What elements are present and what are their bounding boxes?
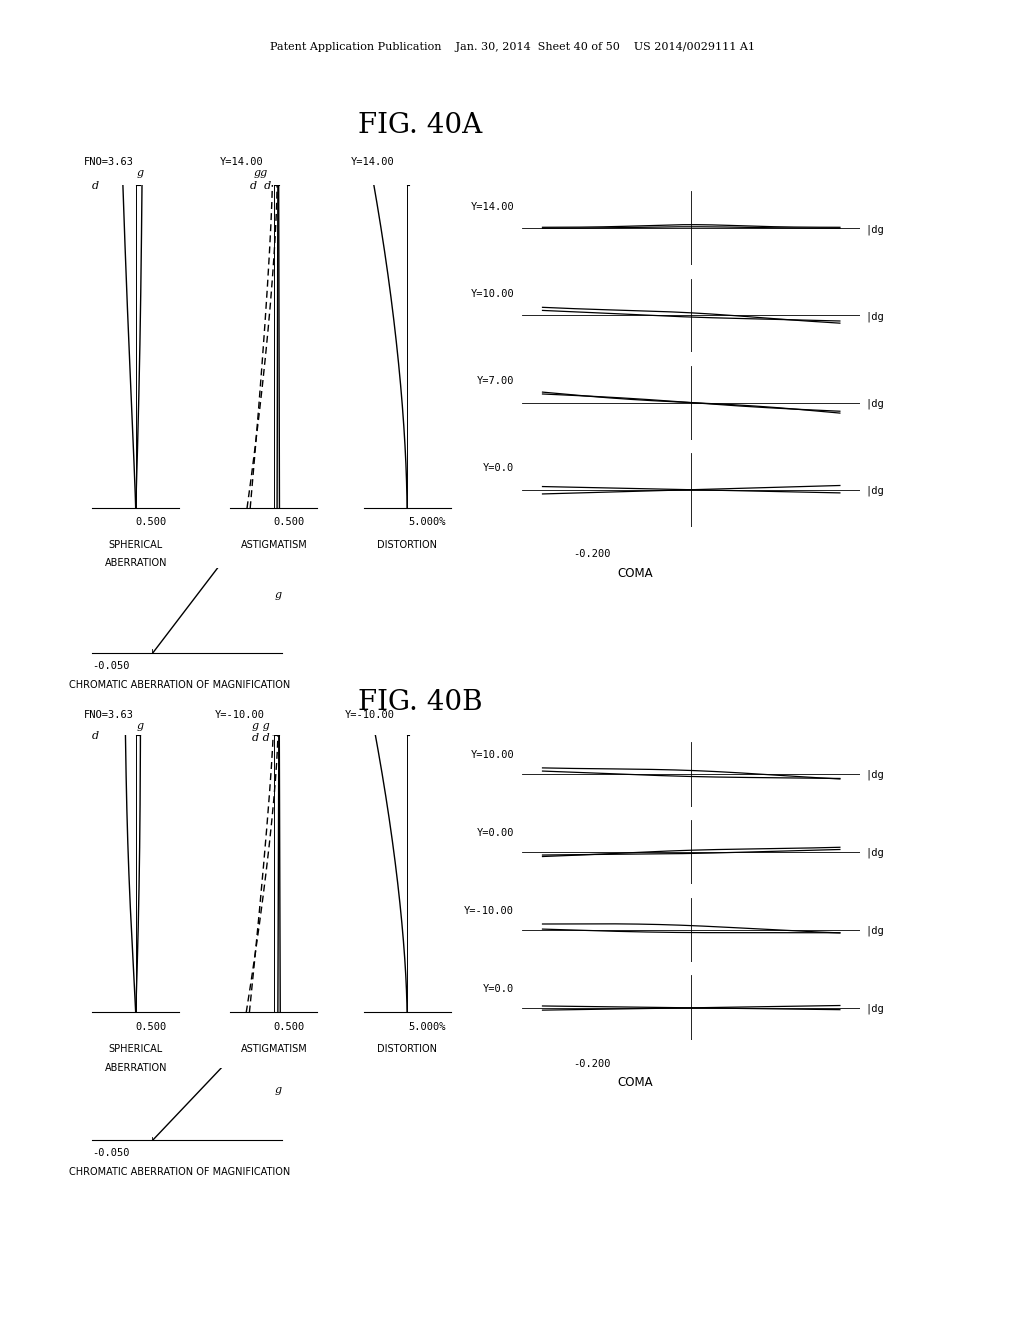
Text: |dg: |dg — [865, 847, 884, 858]
Text: COMA: COMA — [617, 1076, 652, 1089]
Text: FNO=3.63: FNO=3.63 — [84, 157, 134, 168]
Text: |dg: |dg — [865, 486, 884, 496]
Text: |dg: |dg — [865, 312, 884, 322]
Text: 0.500: 0.500 — [135, 1022, 166, 1032]
Text: ABERRATION: ABERRATION — [104, 558, 167, 569]
Text: d: d — [92, 181, 98, 191]
Text: ABERRATION: ABERRATION — [104, 1063, 167, 1073]
Text: |dg: |dg — [865, 399, 884, 409]
Text: |dg: |dg — [865, 925, 884, 936]
Text: d  d: d d — [250, 181, 271, 191]
Text: 0.500: 0.500 — [273, 1022, 304, 1032]
Text: -0.050: -0.050 — [92, 1148, 130, 1159]
Text: |dg: |dg — [865, 224, 884, 235]
Text: FIG. 40B: FIG. 40B — [357, 689, 482, 715]
Text: 5.000%: 5.000% — [409, 1022, 446, 1032]
Text: Y=-10.00: Y=-10.00 — [345, 710, 395, 721]
Text: SPHERICAL: SPHERICAL — [109, 1044, 163, 1055]
Text: 0.500: 0.500 — [273, 517, 304, 528]
Text: Y=14.00: Y=14.00 — [470, 202, 514, 213]
Text: FIG. 40A: FIG. 40A — [357, 112, 482, 139]
Text: 0.500: 0.500 — [135, 517, 166, 528]
Text: SPHERICAL: SPHERICAL — [109, 540, 163, 550]
Text: g: g — [136, 168, 143, 178]
Text: Patent Application Publication    Jan. 30, 2014  Sheet 40 of 50    US 2014/00291: Patent Application Publication Jan. 30, … — [269, 42, 755, 53]
Text: Y=0.00: Y=0.00 — [476, 828, 514, 838]
Text: FNO=3.63: FNO=3.63 — [84, 710, 134, 721]
Text: d: d — [92, 731, 98, 742]
Text: g: g — [274, 590, 282, 599]
Text: Y=0.0: Y=0.0 — [482, 983, 514, 994]
Text: Y=0.0: Y=0.0 — [482, 463, 514, 474]
Text: DISTORTION: DISTORTION — [377, 540, 437, 550]
Text: Y=7.00: Y=7.00 — [476, 376, 514, 387]
Text: DISTORTION: DISTORTION — [377, 1044, 437, 1055]
Text: -0.200: -0.200 — [573, 549, 610, 560]
Text: CHROMATIC ABERRATION OF MAGNIFICATION: CHROMATIC ABERRATION OF MAGNIFICATION — [69, 680, 290, 690]
Text: ASTIGMATISM: ASTIGMATISM — [241, 1044, 307, 1055]
Text: Y=10.00: Y=10.00 — [470, 289, 514, 300]
Text: 5.000%: 5.000% — [409, 517, 446, 528]
Text: Y=-10.00: Y=-10.00 — [215, 710, 265, 721]
Text: CHROMATIC ABERRATION OF MAGNIFICATION: CHROMATIC ABERRATION OF MAGNIFICATION — [69, 1167, 290, 1177]
Text: g g: g g — [252, 721, 269, 731]
Text: COMA: COMA — [617, 566, 652, 579]
Text: Y=-10.00: Y=-10.00 — [464, 906, 514, 916]
Text: -0.200: -0.200 — [573, 1059, 610, 1069]
Text: d d: d d — [252, 733, 269, 743]
Text: Y=14.00: Y=14.00 — [351, 157, 395, 168]
Text: -0.050: -0.050 — [92, 661, 130, 672]
Text: Y=14.00: Y=14.00 — [220, 157, 264, 168]
Text: g: g — [136, 721, 143, 731]
Text: |dg: |dg — [865, 1003, 884, 1014]
Text: Y=10.00: Y=10.00 — [470, 750, 514, 760]
Text: |dg: |dg — [865, 770, 884, 780]
Text: g: g — [274, 1085, 282, 1096]
Text: gg: gg — [254, 168, 268, 178]
Text: ASTIGMATISM: ASTIGMATISM — [241, 540, 307, 550]
